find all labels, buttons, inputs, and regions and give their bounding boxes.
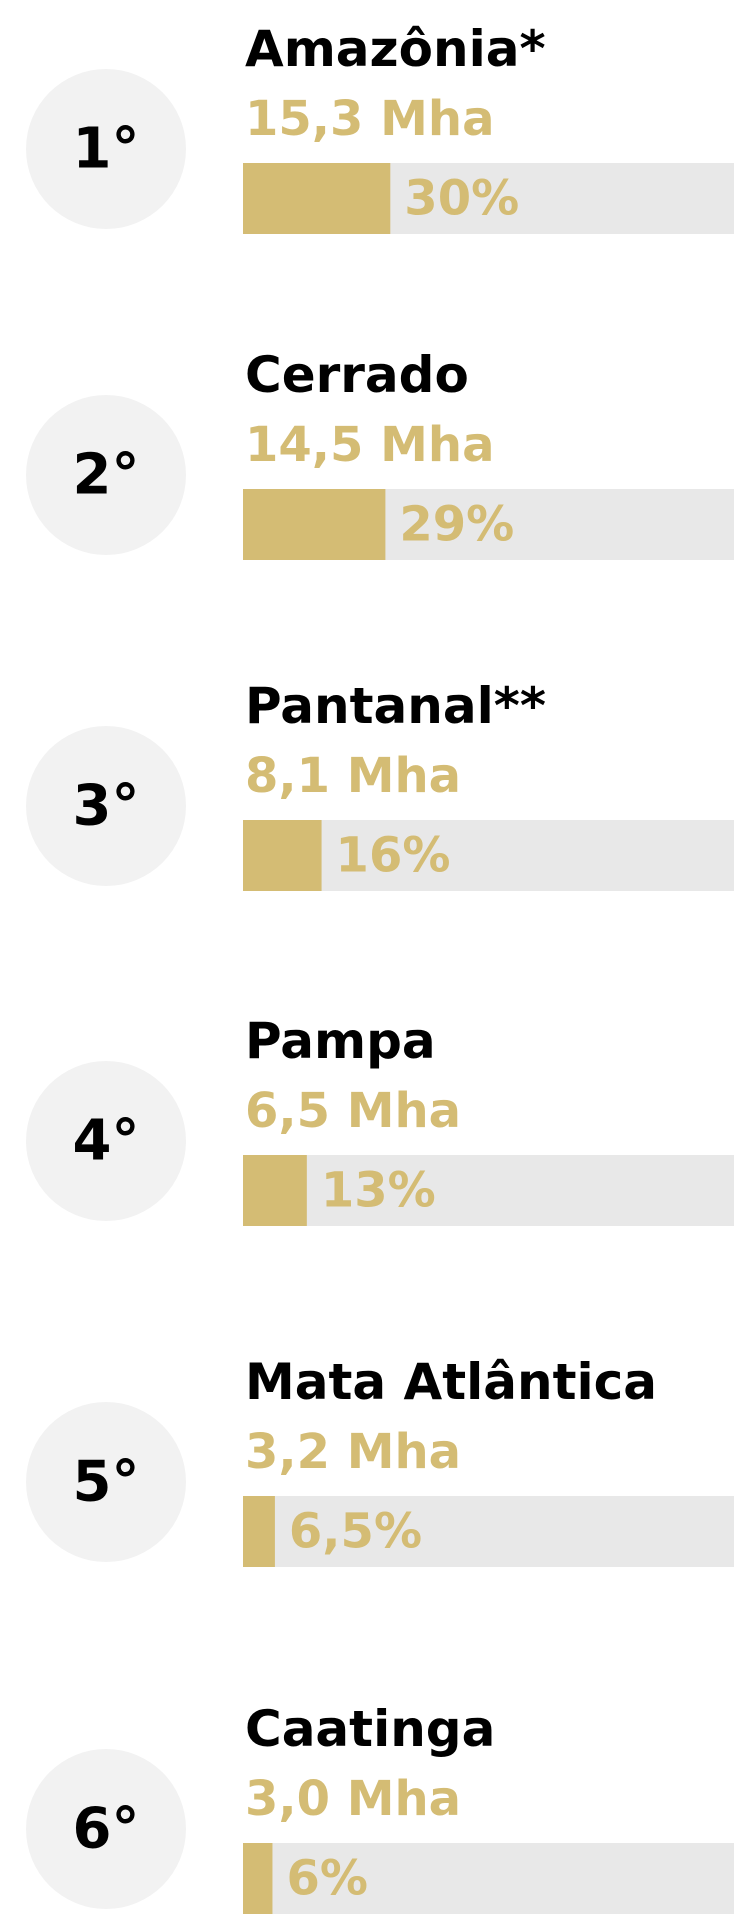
rank-circle xyxy=(26,1061,186,1221)
area: 6,5 Mha xyxy=(245,1083,461,1139)
rank: 3° xyxy=(73,774,140,839)
rank-circle xyxy=(26,69,186,229)
rank: 1° xyxy=(73,117,140,182)
bar-fill xyxy=(243,820,322,891)
bar-track xyxy=(243,1843,734,1914)
name: Caatinga xyxy=(245,1700,495,1758)
bar-track xyxy=(243,1496,734,1567)
share-label: 6,5% xyxy=(289,1504,422,1560)
area: 14,5 Mha xyxy=(245,417,494,473)
rank-circle xyxy=(26,395,186,555)
bar-fill xyxy=(243,1496,275,1567)
bar-fill xyxy=(243,1843,273,1914)
name: Amazônia* xyxy=(245,20,546,78)
rank: 5° xyxy=(73,1450,140,1515)
name: Pantanal** xyxy=(245,677,546,735)
name: Pampa xyxy=(245,1012,436,1070)
area: 15,3 Mha xyxy=(245,91,494,147)
name: Cerrado xyxy=(245,346,469,404)
share-label: 29% xyxy=(399,497,514,553)
rank: 4° xyxy=(73,1109,140,1174)
rank: 6° xyxy=(73,1797,140,1862)
rank-circle xyxy=(26,1749,186,1909)
rank-circle xyxy=(26,1402,186,1562)
bar-track xyxy=(243,1155,734,1226)
rank-circle xyxy=(26,726,186,886)
area: 3,2 Mha xyxy=(245,1424,461,1480)
bar-fill xyxy=(243,163,391,234)
bar-track xyxy=(243,820,734,891)
share-label: 30% xyxy=(404,171,519,227)
name: Mata Atlântica xyxy=(245,1353,657,1411)
bar-fill xyxy=(243,489,386,560)
area: 3,0 Mha xyxy=(245,1771,461,1827)
bar-fill xyxy=(243,1155,307,1226)
rank: 2° xyxy=(73,443,140,508)
share-label: 6% xyxy=(286,1851,368,1907)
area: 8,1 Mha xyxy=(245,748,461,804)
share-label: 16% xyxy=(336,828,451,884)
share-label: 13% xyxy=(321,1163,436,1219)
